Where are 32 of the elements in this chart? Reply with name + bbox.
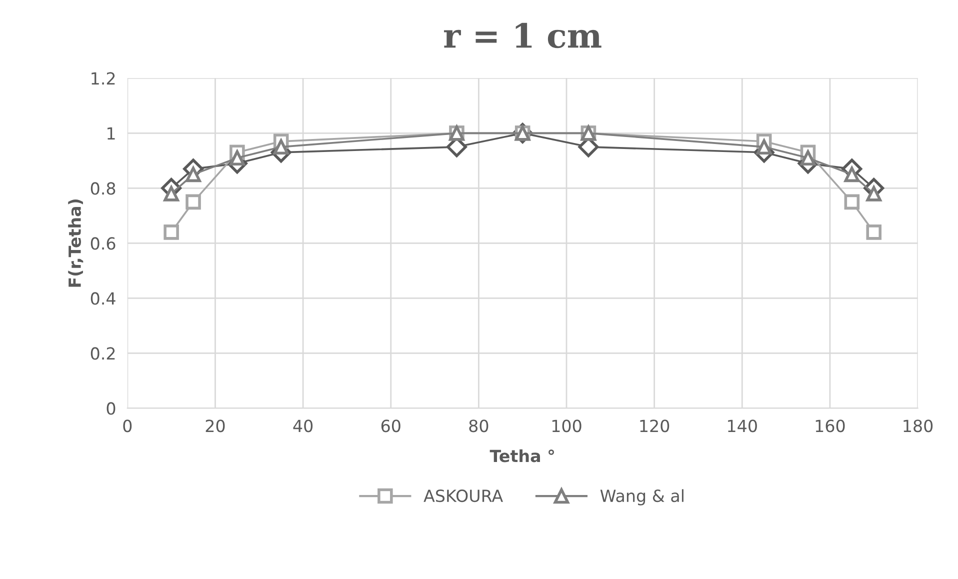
point bbox=[844, 194, 860, 210]
point bbox=[230, 150, 245, 166]
point bbox=[866, 186, 882, 202]
x-tick-label: 100 bbox=[552, 420, 582, 432]
point bbox=[186, 194, 201, 210]
point bbox=[756, 139, 772, 155]
y-tick-label: 0.4 bbox=[90, 292, 116, 305]
point bbox=[800, 150, 816, 166]
y-axis-title: F(r,Tetha) bbox=[68, 199, 84, 287]
x-tick-label: 20 bbox=[206, 420, 225, 432]
point bbox=[164, 186, 179, 202]
y-tick-label: 0.6 bbox=[90, 237, 116, 250]
x-tick-label: 40 bbox=[293, 420, 313, 432]
x-tick-label: 120 bbox=[640, 420, 670, 432]
y-tick-label: 1.2 bbox=[92, 72, 115, 84]
x-tick-label: 80 bbox=[469, 420, 488, 432]
x-tick-label: 0 bbox=[123, 420, 132, 432]
legend-label: Wang & al bbox=[600, 489, 684, 506]
x-tick-label: 60 bbox=[381, 420, 400, 432]
y-tick-label: 0.2 bbox=[90, 347, 115, 360]
point bbox=[866, 224, 882, 240]
x-tick-label: 160 bbox=[816, 420, 845, 432]
x-tick-label: 180 bbox=[904, 420, 933, 432]
y-tick-label: 1 bbox=[108, 127, 115, 140]
x-tick-label: 140 bbox=[728, 420, 757, 432]
y-tick-label: 0.8 bbox=[90, 182, 116, 195]
y-tick-label: 0 bbox=[106, 402, 116, 415]
legend-label: ASKOURA bbox=[424, 489, 503, 502]
chart-title: r = 1 cm bbox=[444, 22, 602, 48]
point bbox=[164, 224, 179, 240]
point bbox=[273, 139, 289, 155]
x-axis-title: Tetha ° bbox=[490, 449, 554, 462]
